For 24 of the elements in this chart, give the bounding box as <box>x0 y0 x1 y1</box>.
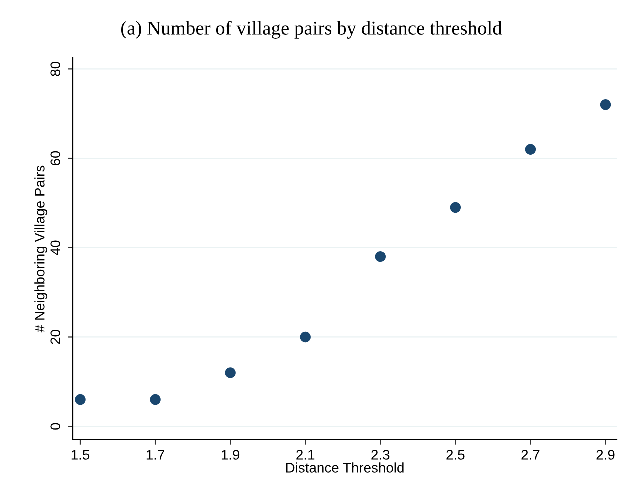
x-tick-label: 2.1 <box>296 450 315 460</box>
y-tick-label: 80 <box>50 62 61 76</box>
point <box>525 144 536 155</box>
x-tick-label: 2.9 <box>596 450 615 460</box>
y-tick-label: 60 <box>50 151 61 166</box>
point <box>150 394 161 406</box>
y-tick-label: 40 <box>50 240 61 256</box>
point <box>450 202 462 214</box>
point <box>75 394 86 406</box>
y-tick-label: 0 <box>50 423 61 430</box>
x-tick-label: 1.7 <box>146 450 164 460</box>
x-tick-label: 2.3 <box>372 450 390 460</box>
point <box>225 368 236 378</box>
y-tick-label: 20 <box>50 330 61 344</box>
x-tick-label: 1.9 <box>222 450 240 460</box>
x-tick-label: 2.5 <box>446 450 465 460</box>
point <box>300 332 311 343</box>
x-tick-label: 1.5 <box>72 450 90 460</box>
chart-title: (a) Number of village pairs by distance threshold <box>121 21 502 39</box>
point <box>600 100 612 110</box>
x-axis-title: Distance Threshold <box>286 462 404 473</box>
y-axis-title: # Neighboring Village Pairs <box>34 166 48 333</box>
point <box>375 251 386 262</box>
x-tick-label: 2.7 <box>522 450 540 460</box>
